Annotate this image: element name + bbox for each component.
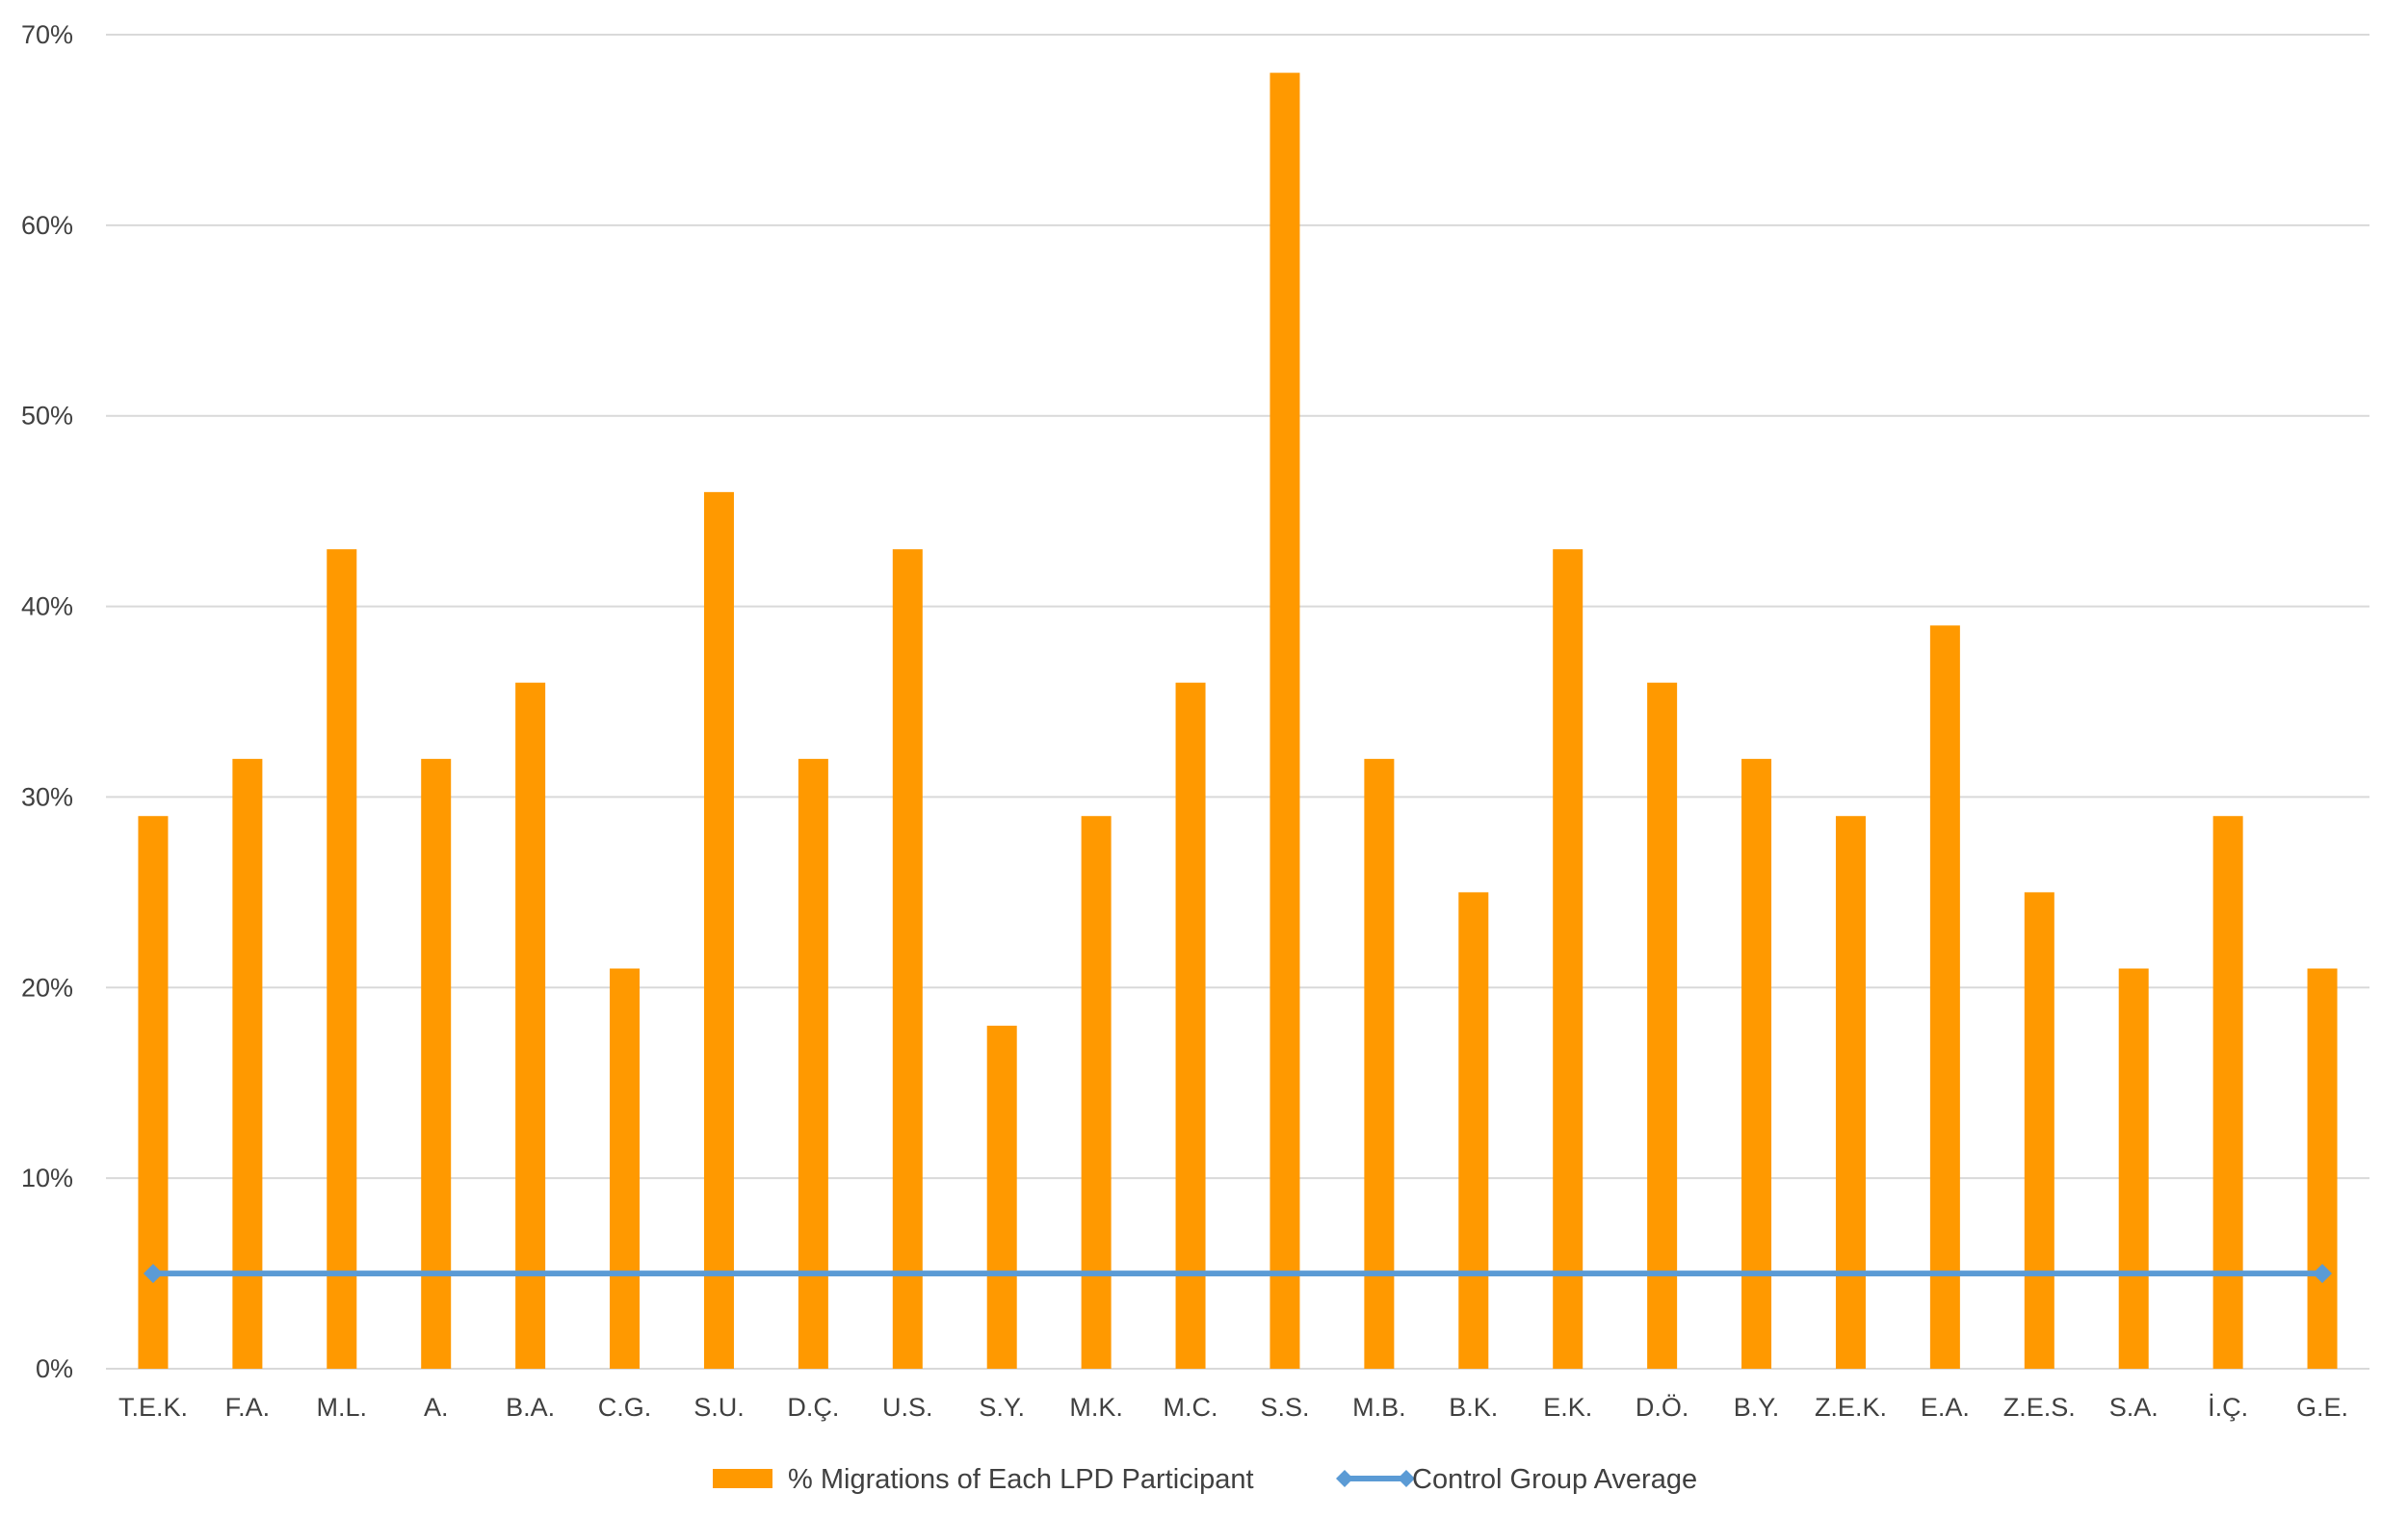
legend: % Migrations of Each LPD Participant Con… xyxy=(713,1464,1697,1495)
legend-line-label: Control Group Average xyxy=(1412,1464,1697,1495)
x-tick-label: Z.E.K. xyxy=(1815,1393,1887,1422)
y-tick-label: 70% xyxy=(21,20,73,49)
x-tick-label: B.K. xyxy=(1449,1393,1498,1422)
x-tick-label: B.A. xyxy=(506,1393,555,1422)
y-axis-tick-labels: 0% 10% 20% 30% 40% 50% 60% 70% xyxy=(21,20,73,1383)
bar xyxy=(610,968,641,1369)
bar xyxy=(1553,549,1584,1369)
x-tick-label: D.Ö. xyxy=(1636,1393,1689,1422)
bar xyxy=(2024,892,2055,1369)
bar xyxy=(1741,758,1772,1369)
bar xyxy=(2118,968,2149,1369)
y-tick-label: 30% xyxy=(21,782,73,811)
legend-line-marker xyxy=(1398,1470,1415,1487)
bar xyxy=(798,758,828,1369)
x-tick-label: S.A. xyxy=(2109,1393,2159,1422)
x-tick-label: G.E. xyxy=(2296,1393,2348,1422)
x-tick-label: M.C. xyxy=(1164,1393,1218,1422)
bar xyxy=(421,758,452,1369)
y-tick-label: 20% xyxy=(21,973,73,1002)
x-tick-label: İ.Ç. xyxy=(2208,1392,2248,1422)
y-tick-label: 50% xyxy=(21,402,73,431)
line-series xyxy=(143,1264,2333,1284)
y-tick-label: 10% xyxy=(21,1164,73,1192)
x-tick-label: D.Ç. xyxy=(787,1393,839,1422)
bar xyxy=(1835,816,1866,1369)
bar xyxy=(1929,625,1960,1369)
bar xyxy=(2212,816,2243,1369)
y-tick-label: 0% xyxy=(36,1354,73,1383)
bar xyxy=(986,1025,1017,1369)
x-tick-label: M.K. xyxy=(1069,1393,1123,1422)
bar xyxy=(1364,758,1395,1369)
line-marker xyxy=(2313,1264,2333,1284)
x-tick-label: T.E.K. xyxy=(118,1393,188,1422)
x-tick-label: S.Y. xyxy=(979,1393,1025,1422)
bar xyxy=(1175,682,1206,1369)
bar xyxy=(138,816,169,1369)
y-tick-label: 60% xyxy=(21,211,73,240)
bar xyxy=(1647,682,1678,1369)
x-tick-label: S.U. xyxy=(694,1393,745,1422)
legend-bar-swatch xyxy=(713,1469,772,1488)
x-tick-label: U.S. xyxy=(882,1393,933,1422)
bar xyxy=(327,549,357,1369)
line-marker xyxy=(143,1264,163,1284)
bar xyxy=(892,549,923,1369)
x-tick-label: F.A. xyxy=(225,1393,271,1422)
bar xyxy=(515,682,546,1369)
x-tick-label: B.Y. xyxy=(1734,1393,1780,1422)
bar xyxy=(1269,72,1300,1370)
gridlines xyxy=(106,34,2369,1370)
bar xyxy=(1458,892,1489,1369)
legend-line-marker xyxy=(1336,1470,1353,1487)
legend-bar-label: % Migrations of Each LPD Participant xyxy=(788,1464,1254,1495)
y-tick-label: 40% xyxy=(21,592,73,621)
x-tick-label: M.L. xyxy=(317,1393,368,1422)
x-tick-label: E.A. xyxy=(1921,1393,1970,1422)
x-tick-label: Z.E.S. xyxy=(2003,1393,2076,1422)
x-tick-label: C.G. xyxy=(598,1393,652,1422)
bar xyxy=(703,491,734,1369)
bar xyxy=(2307,968,2338,1369)
x-tick-label: S.S. xyxy=(1260,1393,1309,1422)
bar xyxy=(232,758,263,1369)
bar-series xyxy=(138,72,2338,1370)
bar xyxy=(1081,816,1112,1369)
x-tick-label: A. xyxy=(424,1393,449,1422)
x-axis-tick-labels: T.E.K. F.A. M.L. A. B.A. C.G. S.U. D.Ç. U.S. S.Y.… xyxy=(118,1392,2348,1422)
x-tick-label: E.K. xyxy=(1543,1393,1592,1422)
x-tick-label: M.B. xyxy=(1352,1393,1406,1422)
